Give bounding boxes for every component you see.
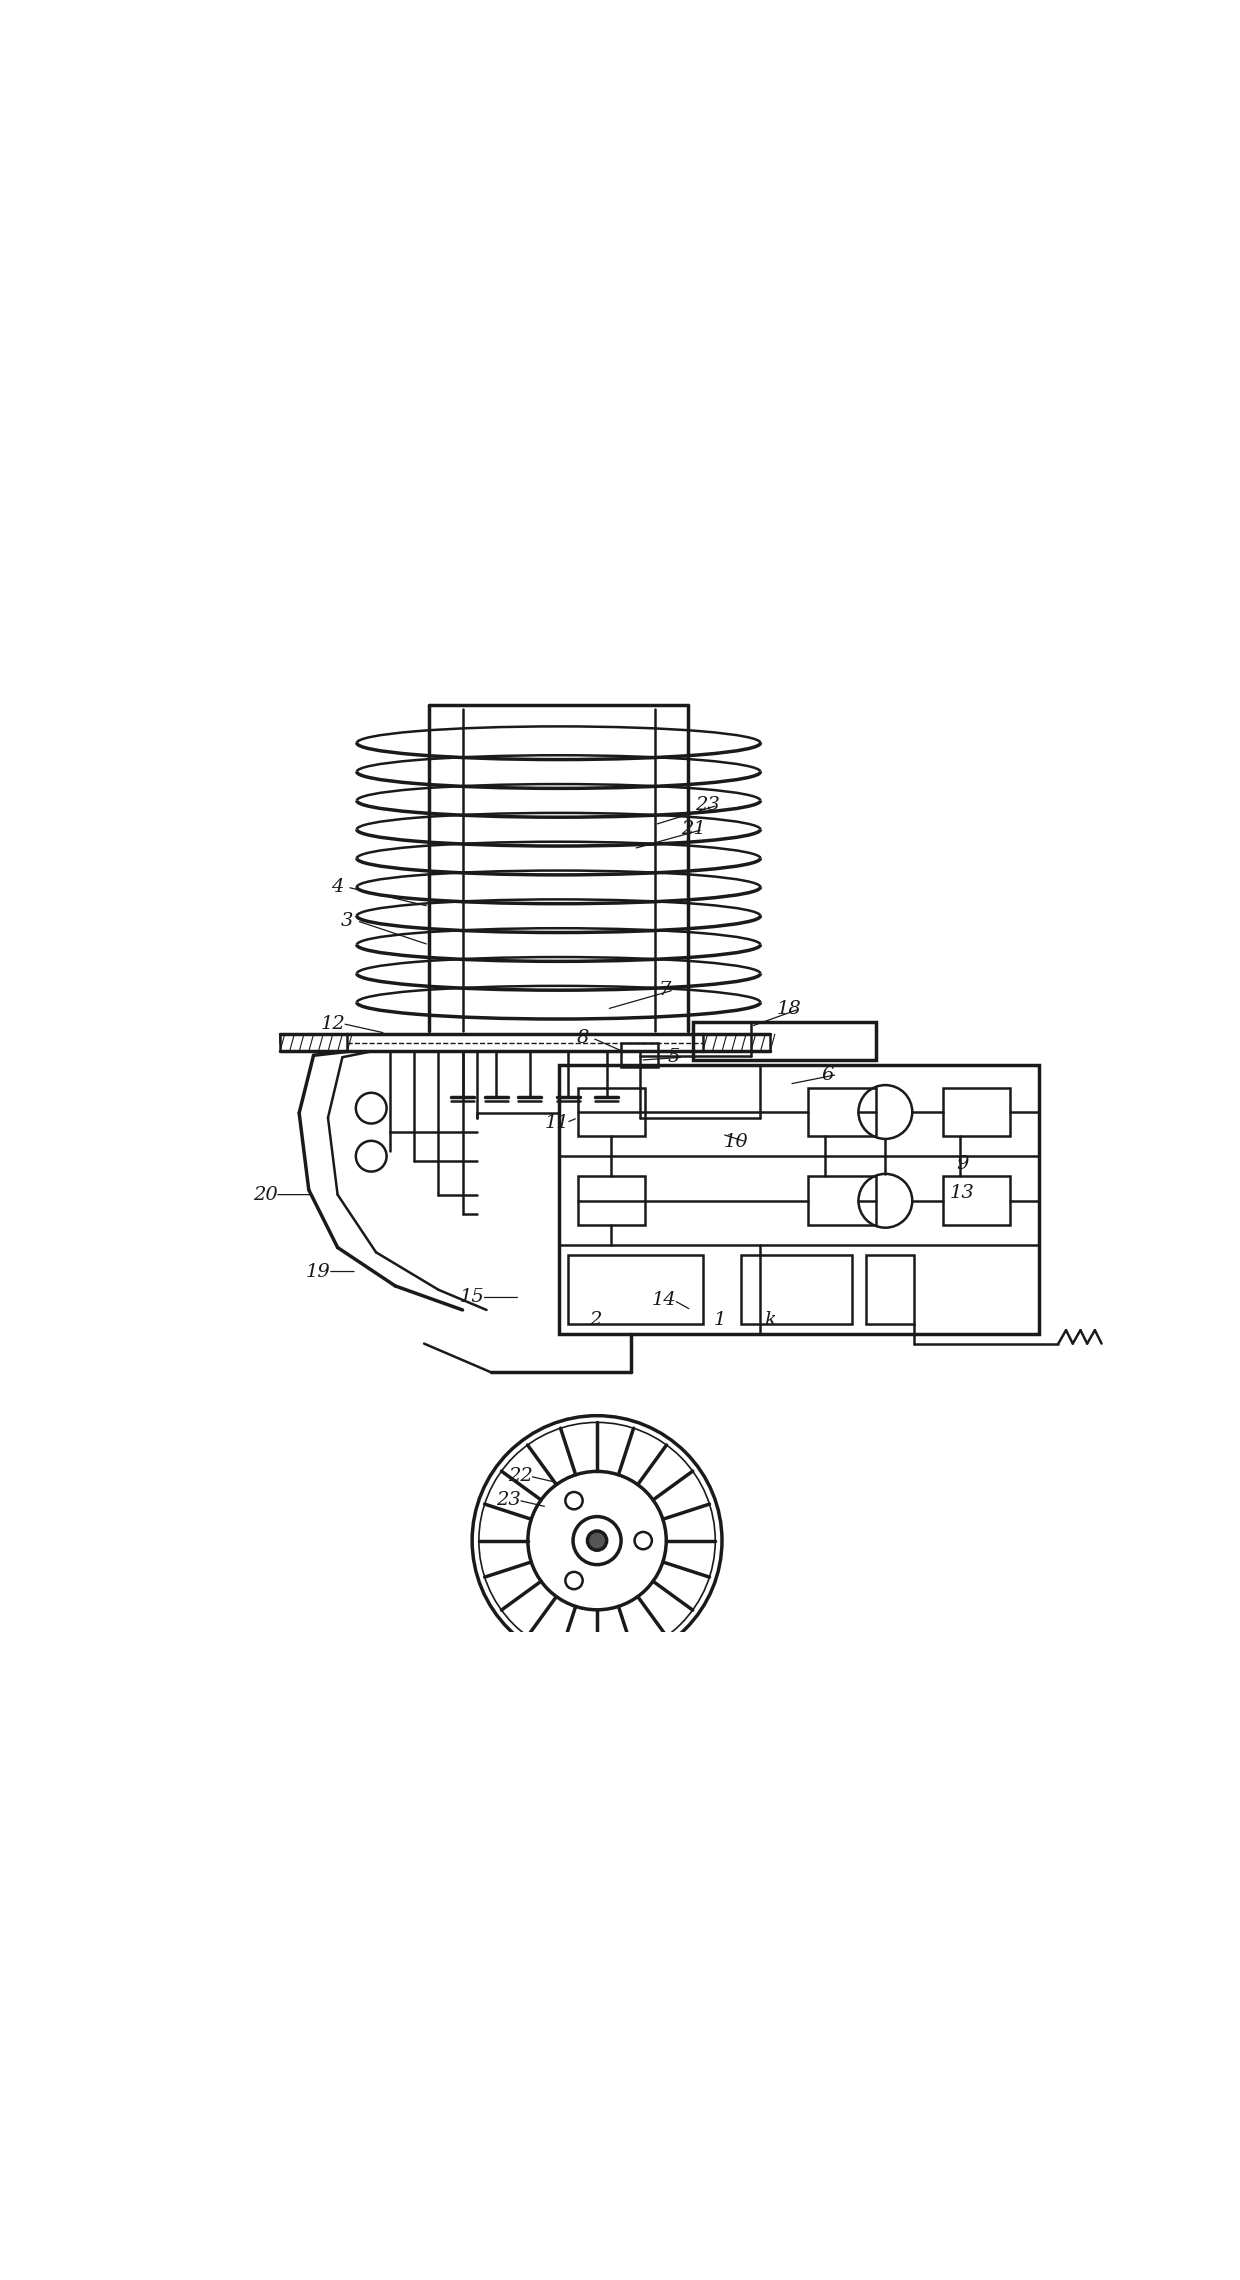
Text: 20: 20 bbox=[253, 1186, 278, 1204]
Bar bbox=[578, 1088, 645, 1135]
Text: 7: 7 bbox=[658, 980, 671, 999]
Bar bbox=[742, 1254, 852, 1325]
Bar bbox=[808, 1176, 875, 1224]
Text: 5: 5 bbox=[668, 1049, 680, 1067]
Text: 4: 4 bbox=[331, 878, 343, 896]
Bar bbox=[621, 1042, 657, 1067]
Bar bbox=[578, 1176, 645, 1224]
Bar bbox=[558, 1065, 1039, 1334]
Text: 13: 13 bbox=[950, 1183, 975, 1202]
Bar bbox=[944, 1088, 1011, 1135]
Bar bbox=[693, 1021, 875, 1060]
Bar bbox=[808, 1088, 875, 1135]
Text: 10: 10 bbox=[724, 1133, 749, 1151]
Text: 19: 19 bbox=[306, 1263, 331, 1281]
Text: 23: 23 bbox=[696, 796, 720, 814]
Bar bbox=[944, 1176, 1011, 1224]
Text: 9: 9 bbox=[956, 1156, 968, 1172]
Text: k: k bbox=[764, 1311, 776, 1329]
Text: 8: 8 bbox=[577, 1028, 589, 1047]
Text: 11: 11 bbox=[544, 1113, 569, 1131]
Text: 15: 15 bbox=[460, 1288, 485, 1306]
Text: 12: 12 bbox=[320, 1015, 345, 1033]
Bar bbox=[568, 1254, 703, 1325]
Text: 23: 23 bbox=[496, 1491, 521, 1509]
Bar bbox=[866, 1254, 914, 1325]
Text: 14: 14 bbox=[652, 1290, 677, 1309]
Text: 18: 18 bbox=[777, 1001, 801, 1019]
Text: 3: 3 bbox=[341, 912, 353, 930]
Text: 1: 1 bbox=[714, 1311, 727, 1329]
Text: 6: 6 bbox=[822, 1065, 833, 1083]
Text: 2: 2 bbox=[589, 1311, 601, 1329]
Text: 21: 21 bbox=[681, 821, 706, 839]
Circle shape bbox=[588, 1530, 606, 1550]
Text: 22: 22 bbox=[508, 1468, 532, 1484]
